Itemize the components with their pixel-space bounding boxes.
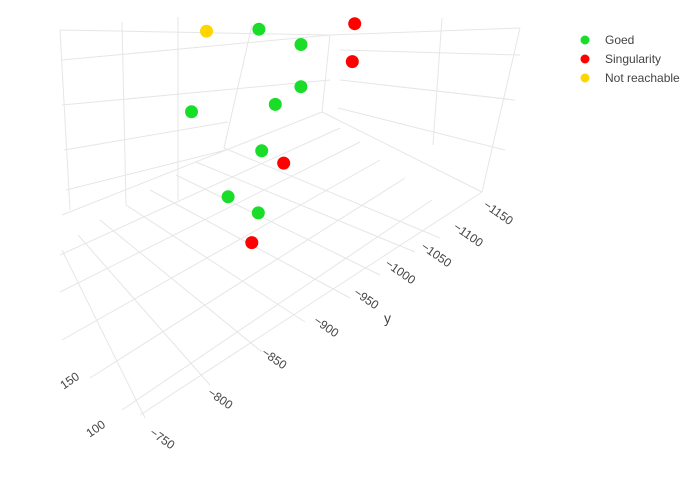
data-point-goed[interactable] [221,190,235,204]
legend-label: Singularity [605,52,661,66]
x-tick-label: 150 [57,369,82,392]
legend-item-goed[interactable]: Goed [580,33,635,47]
tick-labels: −750 −800 −850 −900 −950−1000−1050−1100−1150… [57,198,516,453]
data-point-goed[interactable] [268,97,282,111]
x-tick-label: 100 [83,417,108,440]
data-point-singularity[interactable] [345,55,359,69]
legend-marker [580,54,590,64]
legend-marker [580,35,590,45]
y-axis-title: y [384,310,391,326]
legend-item-not-reachable[interactable]: Not reachable [580,71,681,85]
y-tick-label: −800 [205,385,235,412]
y-tick-label: −1150 [481,198,516,228]
y-tick-label: −1100 [451,220,486,250]
legend[interactable]: Goed Singularity Not reachable [580,33,681,85]
data-point-goed[interactable] [251,206,265,220]
legend-label: Goed [605,33,634,47]
legend-marker [580,73,590,83]
y-tick-label: −950 [351,285,381,312]
gridlines [59,17,521,419]
y-tick-label: −900 [311,313,341,340]
y-tick-label: −850 [259,345,289,372]
data-point-goed[interactable] [255,144,269,158]
y-tick-label: −1050 [418,239,454,270]
data-points [185,17,362,250]
data-point-goed[interactable] [252,22,266,36]
legend-label: Not reachable [605,71,680,85]
y-tick-label: −750 [147,425,177,452]
data-point-singularity[interactable] [348,17,362,31]
data-point-singularity[interactable] [277,156,291,170]
data-point-singularity[interactable] [245,236,259,250]
y-tick-label: −1000 [382,256,418,287]
data-point-goed[interactable] [294,38,308,51]
data-point-goed[interactable] [185,105,198,119]
legend-item-singularity[interactable]: Singularity [580,52,662,66]
data-point-goed[interactable] [294,80,308,94]
data-point-not-reachable[interactable] [200,24,213,38]
